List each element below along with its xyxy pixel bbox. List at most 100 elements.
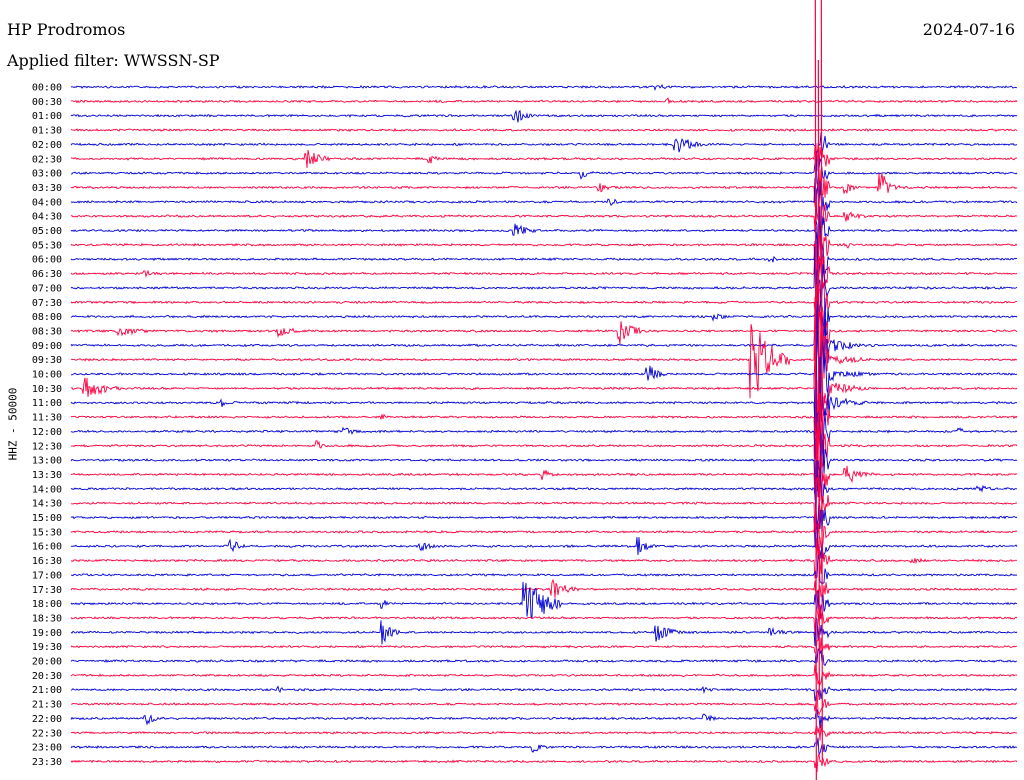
trace-line — [70, 244, 1018, 298]
row-label: 02:30 — [32, 154, 62, 165]
trace-line — [70, 150, 1018, 188]
trace-line — [70, 538, 1018, 579]
row-label: 20:00 — [32, 657, 62, 668]
trace-line — [70, 514, 1018, 549]
row-label: 09:00 — [32, 341, 62, 352]
trace-line — [70, 527, 1018, 562]
row-label: 08:00 — [32, 312, 62, 323]
trace-line — [70, 616, 1018, 647]
trace-line — [70, 109, 1018, 123]
trace-line — [70, 581, 1018, 620]
trace-line — [70, 434, 1018, 498]
trace-line — [70, 578, 1018, 601]
row-label: 06:30 — [32, 269, 62, 280]
station-name: HP Prodromos — [7, 20, 126, 39]
row-label: 16:00 — [32, 542, 62, 553]
trace-line — [70, 410, 1018, 459]
trace-line — [70, 187, 1018, 236]
row-label: 00:00 — [32, 83, 62, 94]
row-label: 10:00 — [32, 370, 62, 381]
trace-line — [70, 226, 1018, 276]
row-label: 20:30 — [32, 671, 62, 682]
row-label: 13:30 — [32, 470, 62, 481]
row-label: 23:30 — [32, 757, 62, 768]
row-label: 08:30 — [32, 326, 62, 337]
row-label: 00:30 — [32, 97, 62, 108]
row-label: 11:30 — [32, 413, 62, 424]
trace-line — [70, 737, 1017, 757]
event-streak — [820, 0, 823, 761]
trace-line — [70, 637, 1018, 654]
trace-line — [70, 311, 1018, 438]
row-label: 23:00 — [32, 743, 62, 754]
trace-line — [70, 132, 1018, 156]
trace-line — [70, 648, 1017, 667]
trace-line — [70, 127, 1018, 133]
row-label: 22:00 — [32, 714, 62, 725]
row-label: 05:00 — [32, 226, 62, 237]
trace-line — [70, 346, 1018, 448]
trace-line — [70, 83, 1017, 92]
row-label: 21:30 — [32, 700, 62, 711]
trace-line — [70, 753, 1018, 773]
row-label: 14:30 — [32, 499, 62, 510]
trace-line — [70, 246, 1018, 330]
row-label: 21:00 — [32, 685, 62, 696]
filter-label: Applied filter: WWSSN-SP — [7, 51, 220, 70]
row-label: 17:00 — [32, 570, 62, 581]
row-label: 15:00 — [32, 513, 62, 524]
row-label: 05:30 — [32, 240, 62, 251]
row-label: 17:30 — [32, 585, 62, 596]
row-label: 04:00 — [32, 197, 62, 208]
trace-line — [70, 300, 1018, 412]
event-streak — [817, 59, 820, 701]
row-label: 07:30 — [32, 298, 62, 309]
row-label: 02:00 — [32, 140, 62, 151]
row-label: 04:30 — [32, 212, 62, 223]
trace-line — [70, 380, 1018, 457]
record-date: 2024-07-16 — [922, 20, 1015, 39]
row-label: 19:00 — [32, 628, 62, 639]
trace-line — [70, 357, 1018, 454]
trace-line — [70, 685, 1018, 702]
trace-line — [70, 232, 1018, 283]
event-streak — [814, 0, 817, 780]
trace-line — [70, 206, 1018, 254]
row-label: 10:30 — [32, 384, 62, 395]
trace-line — [70, 692, 1018, 716]
trace-line — [70, 142, 1018, 172]
trace-line — [70, 499, 1018, 546]
trace-line — [70, 460, 1018, 523]
trace-line — [70, 419, 1018, 489]
row-label: 09:30 — [32, 355, 62, 366]
row-label: 01:30 — [32, 126, 62, 137]
trace-line — [70, 97, 1018, 105]
trace-line — [70, 296, 1018, 405]
row-label: 07:00 — [32, 283, 62, 294]
row-label: 03:30 — [32, 183, 62, 194]
trace-line — [70, 438, 1018, 502]
row-label: 18:30 — [32, 613, 62, 624]
trace-line — [70, 664, 1018, 687]
trace-line — [70, 259, 1018, 313]
trace-line — [70, 724, 1018, 741]
row-label: 19:30 — [32, 642, 62, 653]
row-label: 12:30 — [32, 441, 62, 452]
trace-line — [70, 279, 1018, 344]
row-label: 18:00 — [32, 599, 62, 610]
row-label: 12:00 — [32, 427, 62, 438]
row-label: 14:00 — [32, 484, 62, 495]
trace-line — [71, 476, 1018, 533]
row-label: 13:00 — [32, 456, 62, 467]
trace-line — [70, 603, 1018, 636]
row-label: 15:30 — [32, 527, 62, 538]
trace-line — [70, 555, 1018, 585]
row-label: 01:00 — [32, 111, 62, 122]
row-label: 03:00 — [32, 169, 62, 180]
trace-line — [70, 709, 1018, 729]
row-label: 06:00 — [32, 255, 62, 266]
trace-line — [70, 177, 1018, 225]
trace-line — [70, 168, 1018, 207]
row-label: 11:00 — [32, 398, 62, 409]
